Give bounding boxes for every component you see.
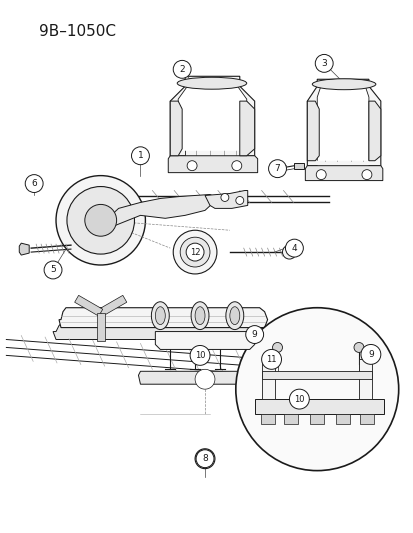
Circle shape	[353, 343, 363, 352]
Polygon shape	[260, 414, 274, 424]
Text: 9: 9	[251, 330, 257, 339]
Circle shape	[195, 449, 214, 469]
Ellipse shape	[177, 77, 246, 89]
Polygon shape	[168, 156, 257, 173]
Circle shape	[261, 350, 281, 369]
Circle shape	[186, 243, 204, 261]
Circle shape	[199, 453, 211, 465]
Text: 3: 3	[320, 59, 326, 68]
Text: 10: 10	[293, 394, 304, 403]
Polygon shape	[196, 450, 212, 459]
Polygon shape	[335, 414, 349, 424]
Polygon shape	[98, 295, 126, 316]
Circle shape	[245, 326, 263, 343]
Polygon shape	[254, 399, 383, 414]
Polygon shape	[316, 81, 368, 161]
Text: 12: 12	[190, 248, 200, 256]
Circle shape	[272, 343, 282, 352]
Polygon shape	[368, 101, 380, 161]
Ellipse shape	[151, 302, 169, 329]
Polygon shape	[294, 163, 304, 168]
Polygon shape	[155, 332, 257, 350]
Text: 8: 8	[202, 454, 207, 463]
Polygon shape	[284, 414, 298, 424]
Polygon shape	[310, 414, 323, 424]
Ellipse shape	[195, 306, 204, 325]
Circle shape	[361, 169, 371, 180]
Text: 11: 11	[266, 355, 276, 364]
Polygon shape	[170, 76, 254, 163]
Polygon shape	[359, 414, 373, 424]
Circle shape	[44, 261, 62, 279]
Circle shape	[131, 147, 149, 165]
Circle shape	[25, 175, 43, 192]
Circle shape	[235, 308, 398, 471]
Circle shape	[221, 193, 228, 201]
Text: 6: 6	[31, 179, 37, 188]
Ellipse shape	[311, 79, 375, 90]
Polygon shape	[306, 101, 318, 161]
Text: 4: 4	[291, 244, 297, 253]
Text: 9B–1050C: 9B–1050C	[39, 23, 116, 38]
Circle shape	[285, 239, 303, 257]
Polygon shape	[74, 295, 102, 316]
Polygon shape	[261, 372, 371, 379]
Polygon shape	[97, 313, 104, 341]
Polygon shape	[19, 243, 29, 255]
Text: 10: 10	[195, 351, 205, 360]
Polygon shape	[138, 372, 271, 384]
Circle shape	[316, 169, 325, 180]
Polygon shape	[59, 308, 267, 328]
Polygon shape	[204, 190, 247, 208]
Polygon shape	[178, 80, 246, 151]
Text: 7: 7	[274, 164, 280, 173]
Polygon shape	[53, 321, 261, 340]
Polygon shape	[170, 101, 182, 156]
Circle shape	[173, 60, 191, 78]
Circle shape	[180, 237, 209, 267]
Circle shape	[315, 54, 332, 72]
Polygon shape	[305, 166, 382, 181]
Polygon shape	[358, 359, 371, 399]
Text: 2: 2	[179, 65, 185, 74]
Polygon shape	[239, 101, 254, 156]
Circle shape	[231, 161, 241, 171]
Circle shape	[289, 389, 309, 409]
Ellipse shape	[229, 306, 239, 325]
Ellipse shape	[225, 302, 243, 329]
Circle shape	[56, 175, 145, 265]
Ellipse shape	[191, 302, 209, 329]
Circle shape	[85, 205, 116, 236]
Circle shape	[187, 161, 197, 171]
Polygon shape	[261, 359, 274, 399]
Circle shape	[282, 245, 296, 259]
Polygon shape	[306, 79, 380, 173]
Circle shape	[173, 230, 216, 274]
Text: 1: 1	[137, 151, 143, 160]
Circle shape	[196, 450, 214, 467]
Polygon shape	[188, 244, 202, 258]
Text: 9: 9	[367, 350, 373, 359]
Circle shape	[235, 197, 243, 205]
Circle shape	[360, 344, 380, 365]
Circle shape	[190, 345, 209, 365]
Circle shape	[67, 187, 134, 254]
Circle shape	[268, 160, 286, 177]
Polygon shape	[105, 195, 217, 225]
Text: 5: 5	[50, 265, 56, 274]
Polygon shape	[29, 181, 39, 189]
Ellipse shape	[155, 306, 165, 325]
Circle shape	[195, 369, 214, 389]
